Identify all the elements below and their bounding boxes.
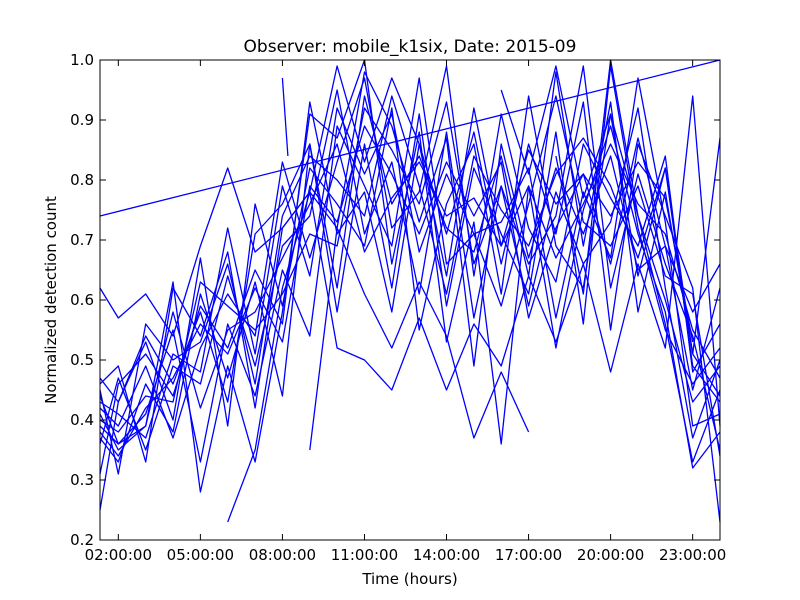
series-line-7 — [99, 95, 721, 511]
y-tick-label: 0.3 — [70, 471, 94, 489]
y-tick-label: 0.5 — [70, 351, 94, 369]
series-line-10 — [99, 65, 721, 463]
series-line-15 — [99, 143, 721, 445]
series-line-14 — [99, 95, 721, 475]
series-line-11 — [99, 95, 721, 457]
series-line-12 — [99, 101, 721, 523]
x-tick-label: 05:00:00 — [167, 546, 234, 564]
y-tick-label: 0.4 — [70, 411, 94, 429]
chart-title: Observer: mobile_k1six, Date: 2015-09 — [244, 37, 577, 57]
x-tick-label: 20:00:00 — [577, 546, 644, 564]
y-tick-label: 0.8 — [70, 171, 94, 189]
x-axis-ticks: 02:00:00 05:00:00 08:00:00 11:00:00 14:00:00… — [85, 60, 726, 564]
x-tick-label: 08:00:00 — [249, 546, 316, 564]
series-line-21 — [555, 59, 721, 463]
y-axis-label: Normalized detection count — [42, 196, 60, 404]
x-tick-label: 02:00:00 — [85, 546, 152, 564]
series-line-20 — [500, 65, 721, 355]
y-tick-label: 0.6 — [70, 291, 94, 309]
y-tick-label: 0.9 — [70, 111, 94, 129]
x-tick-label: 17:00:00 — [495, 546, 562, 564]
series-line-8 — [99, 77, 721, 463]
series-line-17 — [281, 77, 289, 157]
series-line-9 — [99, 71, 721, 463]
series-line-18 — [227, 95, 721, 523]
series-layer — [99, 59, 721, 523]
x-tick-label: 14:00:00 — [413, 546, 480, 564]
series-line-2 — [99, 65, 721, 391]
series-line-16 — [99, 125, 694, 457]
y-tick-label: 1.0 — [70, 51, 94, 69]
x-tick-label: 11:00:00 — [331, 546, 398, 564]
series-line-19 — [309, 227, 530, 451]
y-tick-label: 0.7 — [70, 231, 94, 249]
series-line-13 — [99, 101, 721, 439]
y-axis-ticks: 0.2 0.3 0.4 0.5 0.6 0.7 0.8 0.9 1.0 — [70, 51, 720, 549]
y-tick-label: 0.2 — [70, 531, 94, 549]
x-axis-label: Time (hours) — [361, 570, 457, 588]
x-tick-label: 23:00:00 — [659, 546, 726, 564]
